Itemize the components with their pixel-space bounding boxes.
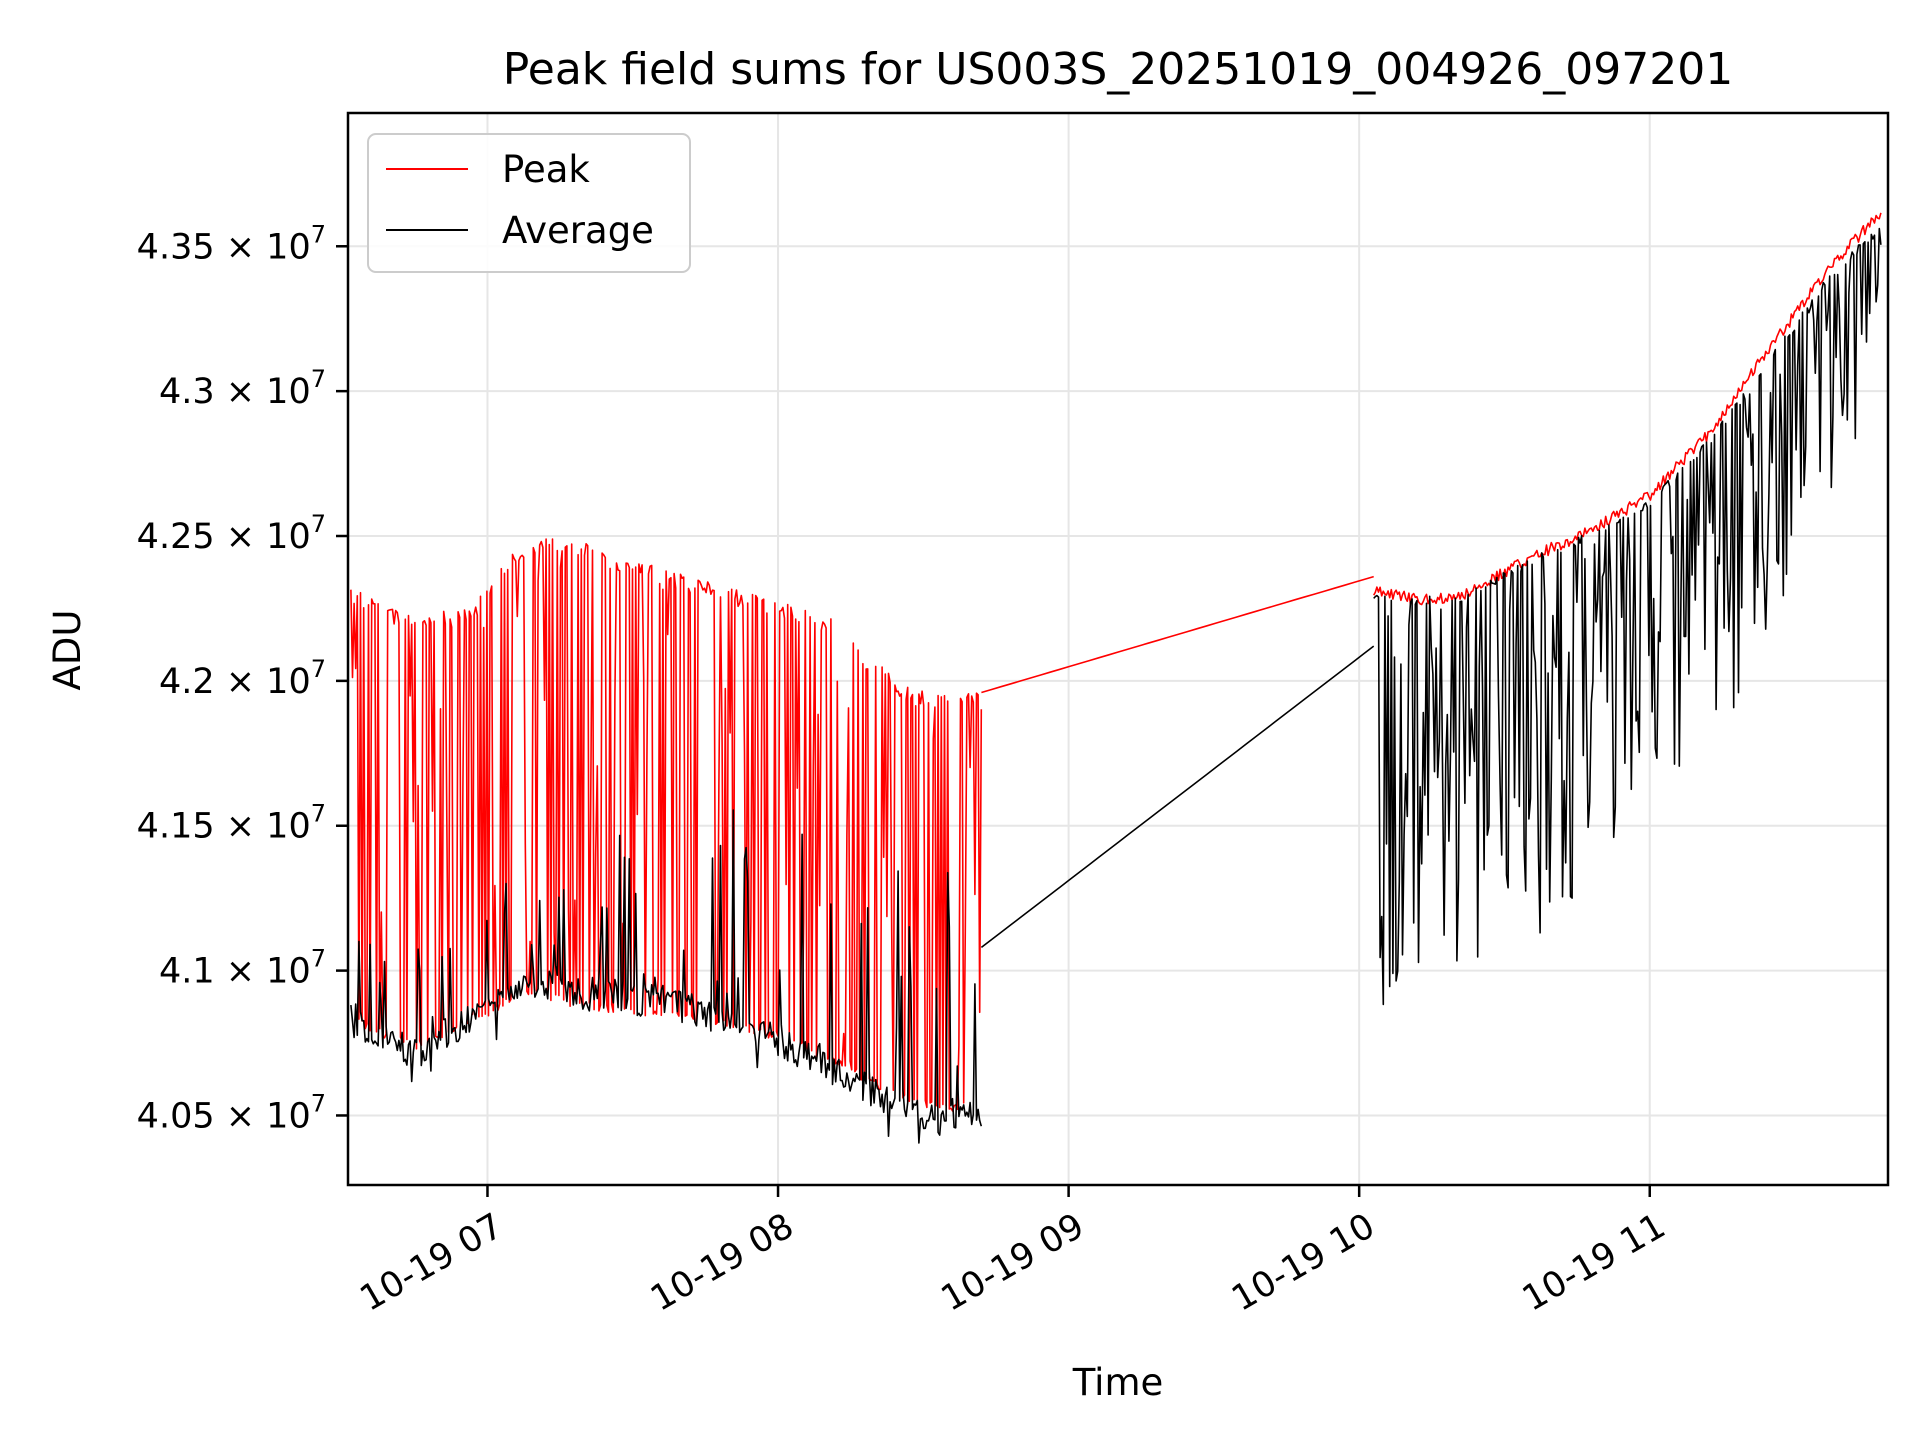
chart-title: Peak field sums for US003S_20251019_0049… [503, 44, 1733, 95]
legend-label-average: Average [502, 209, 654, 252]
y-tick-label: 4.3 × 107 [159, 365, 326, 412]
series-average-line [350, 809, 983, 1144]
y-tick-label: 4.1 × 107 [159, 945, 326, 992]
y-axis-label: ADU [46, 610, 89, 691]
legend-label-peak: Peak [502, 148, 590, 191]
x-gridlines [486, 113, 1651, 1185]
y-tick-label: 4.15 × 107 [137, 800, 326, 847]
series-layer [350, 212, 1882, 1144]
series-average [350, 227, 1882, 1144]
legend: Peak Average [367, 133, 691, 273]
series-peak-line [350, 538, 983, 1112]
y-tick-label: 4.35 × 107 [137, 220, 326, 267]
series-average-line [980, 645, 1375, 949]
y-gridlines [348, 245, 1888, 1117]
x-axis-label: Time [1072, 1361, 1164, 1404]
series-peak [350, 212, 1882, 1112]
series-average-line [1373, 227, 1882, 1006]
y-axis-ticks: 4.05 × 107 4.1 × 107 4.15 × 107 4.2 × 107 4.… [137, 220, 348, 1136]
y-tick-label: 4.25 × 107 [137, 510, 326, 557]
series-peak-line [1373, 212, 1882, 606]
series-peak-line [981, 575, 1374, 694]
y-tick-label: 4.05 × 107 [137, 1089, 326, 1136]
plot-frame [346, 111, 1890, 1187]
y-tick-label: 4.2 × 107 [159, 655, 326, 702]
